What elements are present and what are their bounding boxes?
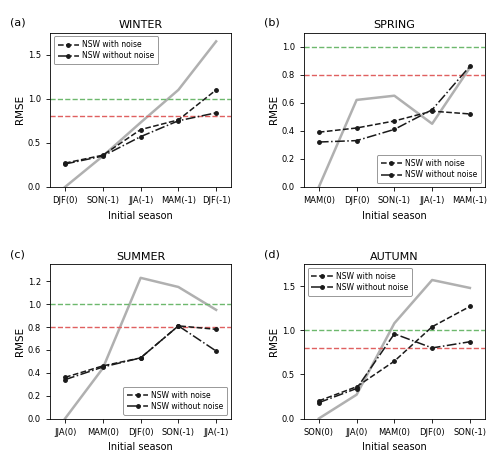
NSW with noise <box>62 160 68 166</box>
NSW with noise <box>213 326 219 332</box>
NSW with noise <box>138 127 143 133</box>
NSW without noise <box>316 139 322 145</box>
NSW without noise <box>354 385 360 391</box>
NSW with noise <box>467 111 473 117</box>
NSW without noise <box>176 118 182 124</box>
Line: NSW with noise: NSW with noise <box>62 86 220 166</box>
Title: AUTUMN: AUTUMN <box>370 252 418 262</box>
Y-axis label: RMSE: RMSE <box>15 95 25 124</box>
NSW without noise <box>429 107 435 113</box>
Legend: NSW with noise, NSW without noise: NSW with noise, NSW without noise <box>123 387 228 415</box>
X-axis label: Initial season: Initial season <box>362 211 426 220</box>
Text: (b): (b) <box>264 18 280 28</box>
Title: SUMMER: SUMMER <box>116 252 165 262</box>
Line: NSW without noise: NSW without noise <box>316 330 474 406</box>
Legend: NSW with noise, NSW without noise: NSW with noise, NSW without noise <box>308 268 412 296</box>
NSW without noise <box>467 339 473 345</box>
Y-axis label: RMSE: RMSE <box>268 95 278 124</box>
NSW without noise <box>354 138 360 143</box>
NSW with noise <box>213 87 219 93</box>
NSW without noise <box>213 110 219 116</box>
Y-axis label: RMSE: RMSE <box>269 327 279 356</box>
NSW without noise <box>176 323 182 329</box>
NSW with noise <box>316 398 322 404</box>
Line: NSW without noise: NSW without noise <box>62 109 220 167</box>
NSW without noise <box>392 126 398 132</box>
NSW without noise <box>62 377 68 382</box>
NSW with noise <box>392 359 398 364</box>
NSW with noise <box>100 153 106 158</box>
NSW with noise <box>429 108 435 114</box>
NSW without noise <box>100 153 106 159</box>
NSW with noise <box>62 374 68 380</box>
Legend: NSW with noise, NSW without noise: NSW with noise, NSW without noise <box>54 36 158 64</box>
Line: NSW without noise: NSW without noise <box>316 63 474 146</box>
Line: NSW with noise: NSW with noise <box>316 303 474 405</box>
Text: (c): (c) <box>10 250 25 259</box>
NSW without noise <box>392 331 398 337</box>
NSW without noise <box>213 348 219 354</box>
NSW with noise <box>354 125 360 131</box>
Line: NSW with noise: NSW with noise <box>316 108 474 136</box>
Title: WINTER: WINTER <box>118 20 162 30</box>
Y-axis label: RMSE: RMSE <box>15 327 25 356</box>
X-axis label: Initial season: Initial season <box>108 442 173 452</box>
NSW without noise <box>62 161 68 167</box>
NSW with noise <box>176 323 182 329</box>
Text: (d): (d) <box>264 250 280 259</box>
NSW without noise <box>100 364 106 370</box>
Line: NSW without noise: NSW without noise <box>62 322 220 383</box>
Title: SPRING: SPRING <box>374 20 416 30</box>
Text: (a): (a) <box>10 18 26 28</box>
NSW with noise <box>392 118 398 124</box>
NSW without noise <box>138 134 143 140</box>
Legend: NSW with noise, NSW without noise: NSW with noise, NSW without noise <box>377 155 481 183</box>
NSW without noise <box>316 400 322 405</box>
X-axis label: Initial season: Initial season <box>108 211 173 220</box>
NSW with noise <box>316 129 322 135</box>
NSW with noise <box>429 324 435 330</box>
NSW with noise <box>467 304 473 309</box>
NSW with noise <box>354 384 360 390</box>
NSW with noise <box>138 355 143 361</box>
NSW with noise <box>176 117 182 123</box>
NSW with noise <box>100 363 106 369</box>
NSW without noise <box>138 355 143 361</box>
X-axis label: Initial season: Initial season <box>362 442 426 452</box>
NSW without noise <box>467 63 473 69</box>
NSW without noise <box>429 345 435 351</box>
Line: NSW with noise: NSW with noise <box>62 322 220 381</box>
